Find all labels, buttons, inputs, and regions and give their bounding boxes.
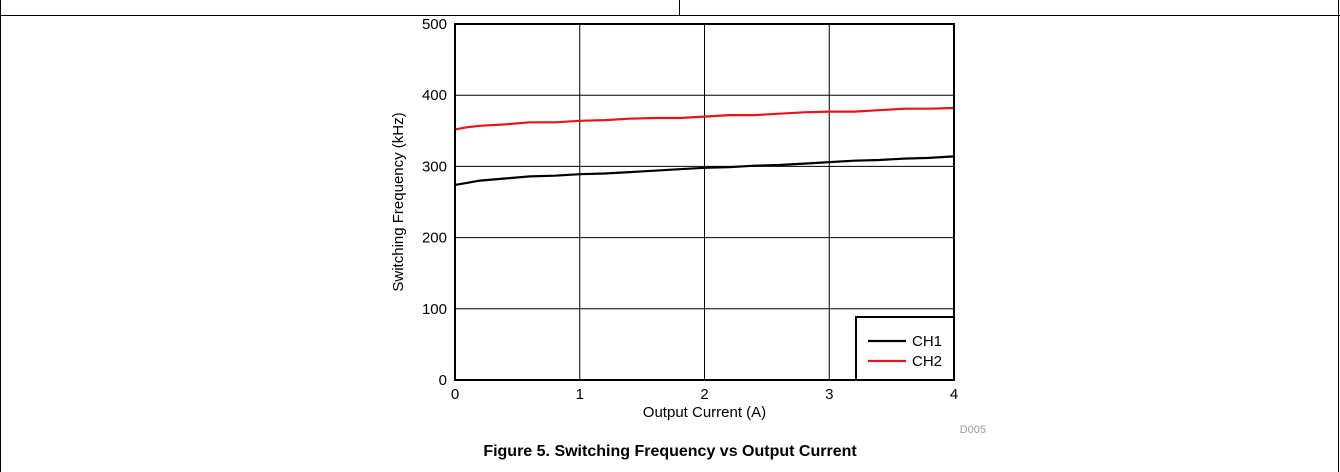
- top-header-divider: [679, 0, 680, 16]
- x-tick-label: 0: [451, 386, 459, 403]
- y-tick-label: 500: [422, 16, 447, 33]
- figure-id-watermark: D005: [960, 424, 986, 436]
- legend-label-ch1: CH1: [912, 333, 942, 350]
- series-line-ch1: [454, 155, 955, 186]
- y-axis-label: Switching Frequency (kHz): [390, 112, 407, 291]
- x-axis-label: Output Current (A): [643, 404, 766, 421]
- plot-area: [454, 23, 955, 381]
- legend-box: [855, 316, 955, 381]
- figure-caption: Figure 5. Switching Frequency vs Output …: [483, 443, 857, 460]
- y-tick-label: 200: [422, 230, 447, 247]
- x-tick-label: 2: [700, 386, 708, 403]
- x-tick-label: 3: [825, 386, 833, 403]
- x-tick-label: 4: [950, 386, 958, 403]
- top-header-bar: [0, 0, 1340, 16]
- legend-label-ch2: CH2: [912, 353, 942, 370]
- x-tick-label: 1: [576, 386, 584, 403]
- y-tick-label: 300: [422, 158, 447, 175]
- series-line-ch2: [454, 106, 955, 131]
- chart-ticks: 0 1 2 3 4 0 100 200 300 400 500: [422, 16, 958, 403]
- y-tick-label: 0: [439, 372, 447, 389]
- y-tick-label: 400: [422, 87, 447, 104]
- chart-grid: [455, 24, 954, 380]
- chart-series: [454, 106, 955, 186]
- y-tick-label: 100: [422, 301, 447, 318]
